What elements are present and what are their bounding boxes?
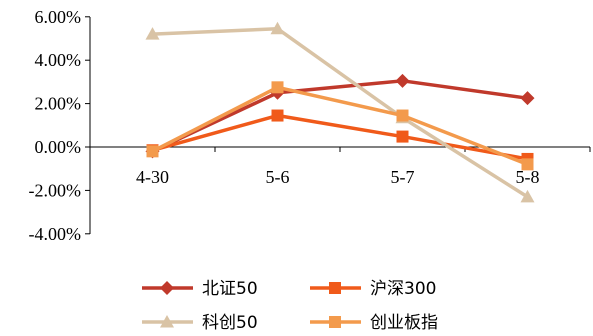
data-point (271, 109, 284, 122)
y-tick-label: 4.00% (35, 50, 82, 70)
series-3 (145, 21, 535, 203)
legend-label: 科创50 (202, 313, 258, 333)
data-point (396, 109, 409, 122)
y-tick-label: 0.00% (35, 137, 82, 157)
series-2 (146, 109, 534, 165)
legend-label: 沪深300 (370, 279, 436, 299)
legend-swatch-marker (329, 316, 341, 328)
series-line (151, 85, 529, 166)
y-tick-label: -4.00% (29, 224, 82, 244)
y-tick-label: -2.00% (29, 180, 82, 200)
x-tick-label: 4-30 (136, 167, 169, 187)
legend-swatch-marker (160, 315, 174, 328)
y-ticks: 6.00% 4.00% 2.00% 0.00% -2.00% -4.00% (29, 7, 90, 244)
legend-swatch-marker (160, 281, 174, 295)
legend-swatch-marker (329, 282, 341, 294)
y-axis: 6.00% 4.00% 2.00% 0.00% -2.00% -4.00% (29, 7, 91, 244)
legend: 北证50 沪深300 科创50 创业板指 (142, 279, 438, 333)
legend-label: 创业板指 (370, 313, 438, 333)
data-point (270, 21, 285, 35)
legend-label: 北证50 (202, 279, 258, 299)
series-line (152, 26, 529, 199)
legend-item: 沪深300 (310, 279, 436, 299)
data-point (271, 81, 284, 94)
y-tick-label: 2.00% (35, 94, 82, 114)
legend-item: 创业板指 (310, 313, 438, 333)
x-ticks: 4-30 5-6 5-7 5-8 (89, 147, 591, 187)
data-point (396, 130, 409, 143)
data-point (520, 91, 535, 106)
data-point (520, 189, 535, 203)
x-tick-label: 5-8 (516, 167, 540, 187)
series-line (152, 113, 528, 161)
series-line (151, 79, 528, 153)
data-point (395, 73, 410, 88)
x-tick-label: 5-6 (266, 167, 290, 187)
x-tick-label: 5-7 (391, 167, 415, 187)
x-axis: 4-30 5-6 5-7 5-8 (89, 146, 591, 187)
data-point (521, 158, 534, 171)
data-point (145, 27, 160, 40)
series-layer (145, 21, 535, 203)
legend-item: 科创50 (142, 313, 258, 333)
y-tick-label: 6.00% (35, 7, 82, 27)
data-point (146, 145, 159, 158)
legend-item: 北证50 (142, 279, 258, 299)
series-4 (146, 81, 534, 171)
